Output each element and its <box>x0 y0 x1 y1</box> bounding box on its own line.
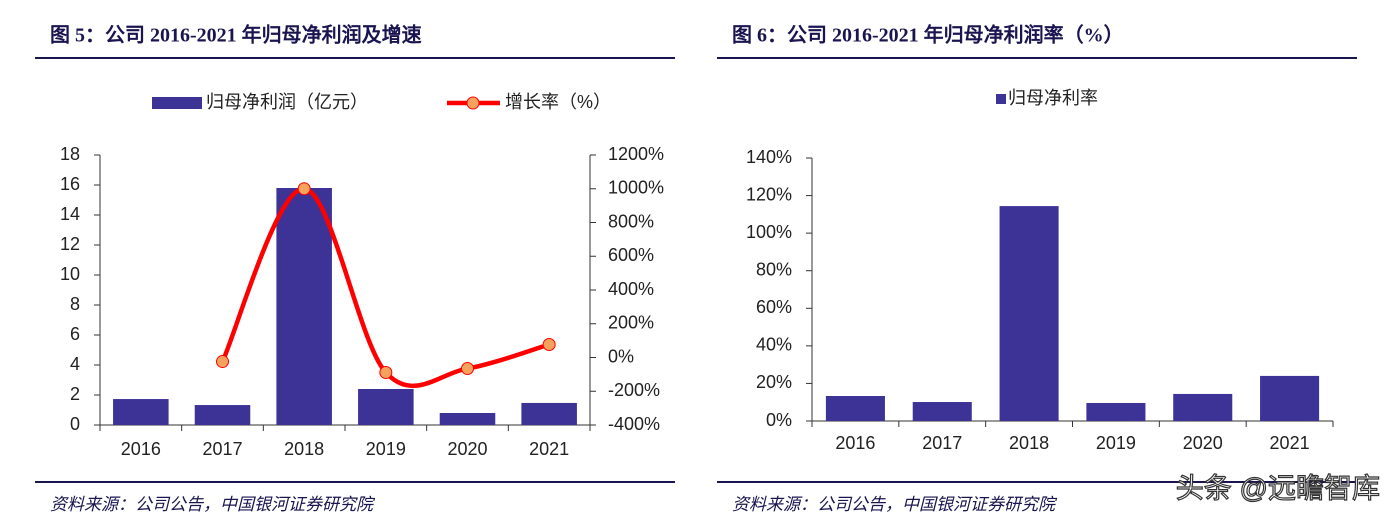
legend-swatch <box>996 94 1006 104</box>
x-tick-label: 2018 <box>1009 433 1049 453</box>
bar <box>825 396 885 421</box>
y-tick-label: 18 <box>60 144 80 164</box>
x-tick-label: 2019 <box>1096 433 1136 453</box>
bar <box>1260 375 1320 421</box>
bar <box>1173 393 1233 421</box>
x-tick-label: 2017 <box>202 439 242 459</box>
y-tick-label: 12 <box>60 234 80 254</box>
y2-tick-label: 200% <box>608 313 654 333</box>
bar <box>358 389 414 425</box>
bar <box>912 402 972 421</box>
legend-label: 增长率（%） <box>505 92 611 112</box>
x-tick-label: 2019 <box>366 439 406 459</box>
legend-swatch <box>152 97 202 109</box>
bar <box>999 206 1059 421</box>
legend-label: 归母净利率 <box>1008 88 1098 108</box>
marker <box>542 338 556 352</box>
marker <box>461 361 474 375</box>
y-tick-label: 8 <box>70 294 80 314</box>
y-tick-label: 2 <box>70 384 80 404</box>
y-tick-label: 100% <box>746 222 792 242</box>
x-tick-label: 2021 <box>529 439 569 459</box>
bar <box>276 188 332 425</box>
x-tick-label: 2018 <box>284 439 324 459</box>
x-tick-label: 2017 <box>922 433 962 453</box>
y-tick-label: 16 <box>60 174 80 194</box>
y2-tick-label: 1000% <box>608 178 664 198</box>
bar <box>113 399 169 425</box>
y2-tick-label: 1200% <box>608 144 664 164</box>
legend-label: 归母净利润（亿元） <box>206 92 368 112</box>
y2-tick-label: -200% <box>608 380 660 400</box>
y-tick-label: 80% <box>756 259 792 279</box>
x-tick-label: 2021 <box>1270 433 1310 453</box>
chart-title: 图 6：公司 2016-2021 年归母净利润率（%） <box>732 23 1124 47</box>
line <box>220 186 550 388</box>
watermark: 头条 @远瞻智库 <box>1176 472 1380 503</box>
y-tick-label: 10 <box>60 264 80 284</box>
marker <box>379 366 393 380</box>
x-tick-label: 2020 <box>1183 433 1223 453</box>
y-tick-label: 140% <box>746 147 792 167</box>
bar <box>1086 402 1146 421</box>
chart-title: 图 5：公司 2016-2021 年归母净利润及增速 <box>50 23 422 47</box>
y-tick-label: 0 <box>70 414 80 434</box>
legend-marker <box>466 96 480 110</box>
y-tick-label: 120% <box>746 184 792 204</box>
y2-tick-label: 0% <box>608 346 634 366</box>
y-tick-label: 40% <box>756 335 792 355</box>
y-tick-label: 4 <box>70 354 80 374</box>
x-tick-label: 2016 <box>835 433 875 453</box>
bar <box>521 402 577 425</box>
y2-tick-label: 800% <box>608 211 654 231</box>
marker <box>216 355 229 369</box>
source: 资料来源：公司公告，中国银河证券研究院 <box>732 495 1058 514</box>
marker <box>297 182 311 196</box>
x-tick-label: 2016 <box>121 439 161 459</box>
bar <box>439 413 496 425</box>
y-tick-label: 0% <box>766 410 792 430</box>
y-tick-label: 60% <box>756 297 792 317</box>
x-tick-label: 2020 <box>447 439 487 459</box>
y2-tick-label: 400% <box>608 279 654 299</box>
y-tick-label: 14 <box>60 204 80 224</box>
y2-tick-label: 600% <box>608 245 654 265</box>
y-tick-label: 6 <box>70 324 80 344</box>
bar <box>194 405 251 425</box>
source: 资料来源：公司公告，中国银河证券研究院 <box>50 495 376 514</box>
y2-tick-label: -400% <box>608 414 660 434</box>
y-tick-label: 20% <box>756 372 792 392</box>
